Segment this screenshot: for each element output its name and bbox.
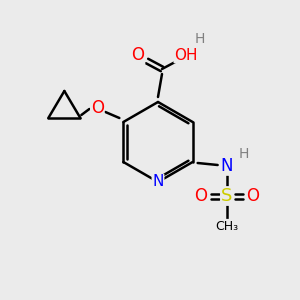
Text: O: O bbox=[246, 187, 259, 205]
Text: O: O bbox=[91, 99, 104, 117]
Text: O: O bbox=[194, 187, 207, 205]
Text: O: O bbox=[131, 46, 145, 64]
Text: N: N bbox=[152, 175, 164, 190]
Text: H: H bbox=[195, 32, 205, 46]
Text: N: N bbox=[220, 157, 233, 175]
Text: H: H bbox=[238, 147, 249, 161]
Text: CH₃: CH₃ bbox=[215, 220, 238, 232]
Text: S: S bbox=[221, 187, 232, 205]
Text: OH: OH bbox=[174, 47, 198, 62]
